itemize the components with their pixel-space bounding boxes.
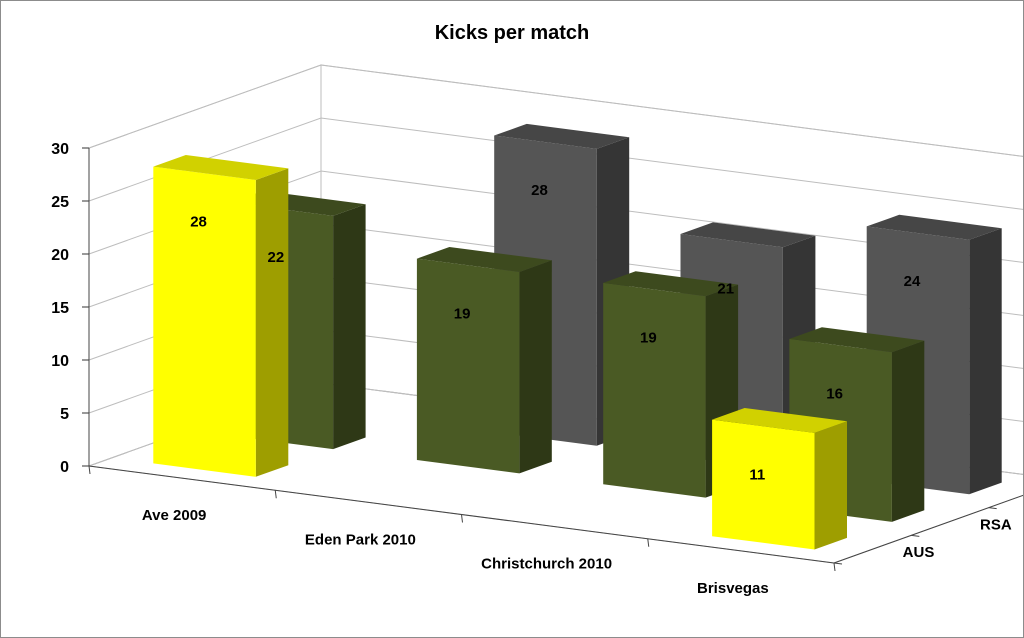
bar-side-face (814, 421, 847, 550)
x-category-label: Ave 2009 (142, 507, 207, 524)
y-tick-label: 30 (51, 141, 69, 158)
bar-top-face (494, 123, 630, 149)
bar-aus-0 (153, 155, 289, 477)
data-label: 28 (531, 182, 548, 199)
data-label: 19 (454, 305, 471, 322)
x-tick-mark (274, 490, 277, 499)
y-tick-label: 5 (60, 406, 69, 423)
x-category-label: Christchurch 2010 (481, 556, 612, 573)
bar-top-face (153, 155, 289, 180)
y-tick-label: 0 (60, 459, 69, 476)
x-tick-mark (88, 465, 91, 475)
chart-bars (153, 123, 1002, 550)
bar-side-face (519, 260, 552, 474)
depth-tick-mark (911, 534, 920, 537)
bar-side-face (255, 168, 289, 477)
data-label: 19 (640, 330, 657, 347)
bar-rsa-1 (416, 247, 552, 474)
y-tick-label: 15 (51, 300, 69, 317)
series-axis-label: RSA (980, 517, 1012, 534)
bar-front-face (153, 166, 256, 477)
x-tick-mark (647, 538, 650, 547)
bar-top-face (789, 327, 925, 353)
bar-side-face (333, 204, 366, 450)
chart-axes (82, 147, 1023, 572)
chart-labels: 0 5 10 15 20 25 30 Ave 2009 Eden Park 2010 Christ… (51, 141, 1012, 597)
bar-side-face (891, 340, 925, 522)
data-label: 11 (749, 466, 765, 483)
chart-title: Kicks per match (435, 22, 590, 44)
bar-front-face (603, 282, 706, 498)
depth-tick-mark (988, 507, 997, 510)
data-label: 22 (268, 249, 285, 266)
bar-top-face (866, 214, 1002, 240)
bar-front-face (416, 258, 520, 474)
x-tick-mark (461, 514, 463, 523)
data-label: 28 (190, 213, 207, 230)
bar-top-face (680, 222, 816, 248)
y-tick-label: 20 (51, 247, 69, 264)
bar-side-face (969, 228, 1002, 495)
y-tick-label: 10 (51, 353, 69, 370)
x-tick-mark (833, 562, 836, 572)
x-category-label: Eden Park 2010 (305, 531, 416, 548)
bar-front-face (712, 419, 815, 550)
gridline (88, 64, 1023, 157)
y-tick-label: 25 (51, 194, 69, 211)
data-label: 24 (904, 273, 921, 290)
bar-top-face (603, 271, 739, 297)
depth-axis-line (833, 494, 1023, 564)
bar-top-face (416, 247, 552, 272)
depth-tick-mark (833, 562, 843, 565)
data-label: 21 (717, 281, 734, 298)
bar-aus-3 (712, 408, 847, 550)
bar-top-face (712, 408, 847, 433)
x-category-label: Brisvegas (697, 580, 769, 597)
series-axis-label: AUS (903, 544, 935, 561)
data-label: 16 (826, 386, 843, 403)
